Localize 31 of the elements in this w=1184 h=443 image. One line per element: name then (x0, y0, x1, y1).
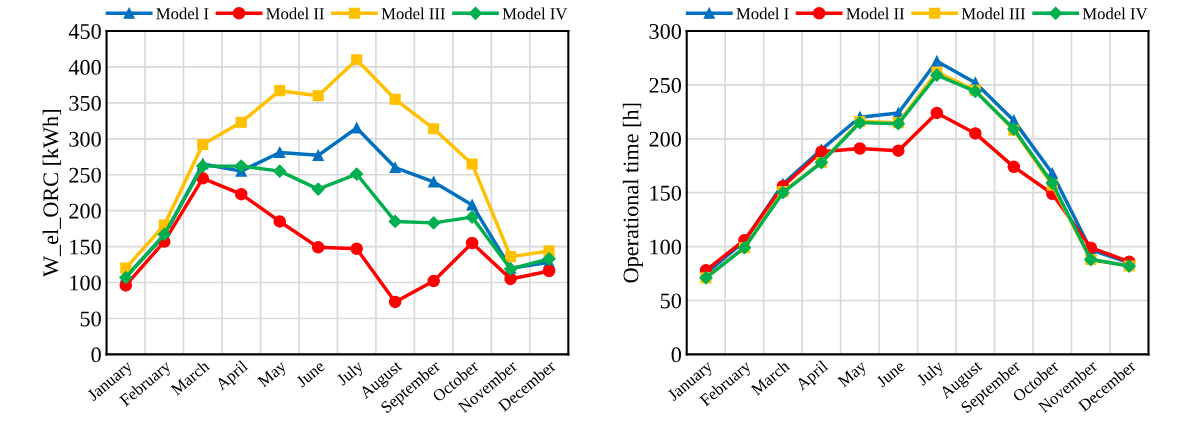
y-tick-label: 50 (80, 311, 101, 327)
y-tick-label: 250 (649, 77, 682, 93)
x-tick-label: May (257, 359, 290, 391)
y-tick-label: 200 (649, 131, 682, 147)
y-tick-label: 150 (70, 239, 101, 255)
x-tick-label: June (295, 360, 326, 388)
y-tick-label: 50 (660, 293, 682, 309)
y-tick-label: 250 (69, 167, 101, 183)
y-tick-label: 350 (69, 95, 101, 111)
y-tick-label: 0 (91, 347, 101, 363)
y-tick-label: 300 (69, 131, 101, 147)
y-tick-label: 300 (649, 23, 682, 39)
y-tick-label: 150 (650, 185, 682, 201)
legend-label: Model II (846, 7, 905, 20)
y-tick-label: 450 (68, 23, 101, 39)
legend-label: Model I (736, 7, 789, 20)
y-axis-title: Operational time [h] (622, 103, 643, 283)
y-tick-label: 200 (69, 203, 101, 219)
legend-label: Model III (961, 7, 1026, 20)
y-tick-label: 0 (671, 347, 682, 363)
legend-label: Model I (156, 7, 209, 20)
x-tick-label: May (837, 359, 870, 391)
legend-label: Model II (266, 7, 324, 20)
legend-label: Model IV (502, 7, 568, 20)
x-tick-label: June (875, 360, 906, 388)
legend-label: Model IV (1082, 7, 1148, 20)
y-tick-label: 100 (70, 275, 101, 291)
y-tick-label: 400 (68, 59, 101, 75)
legend-label: Model III (381, 7, 445, 20)
y-axis-title: W_el_ORC [kWh] (42, 110, 62, 277)
y-tick-label: 100 (650, 239, 682, 255)
